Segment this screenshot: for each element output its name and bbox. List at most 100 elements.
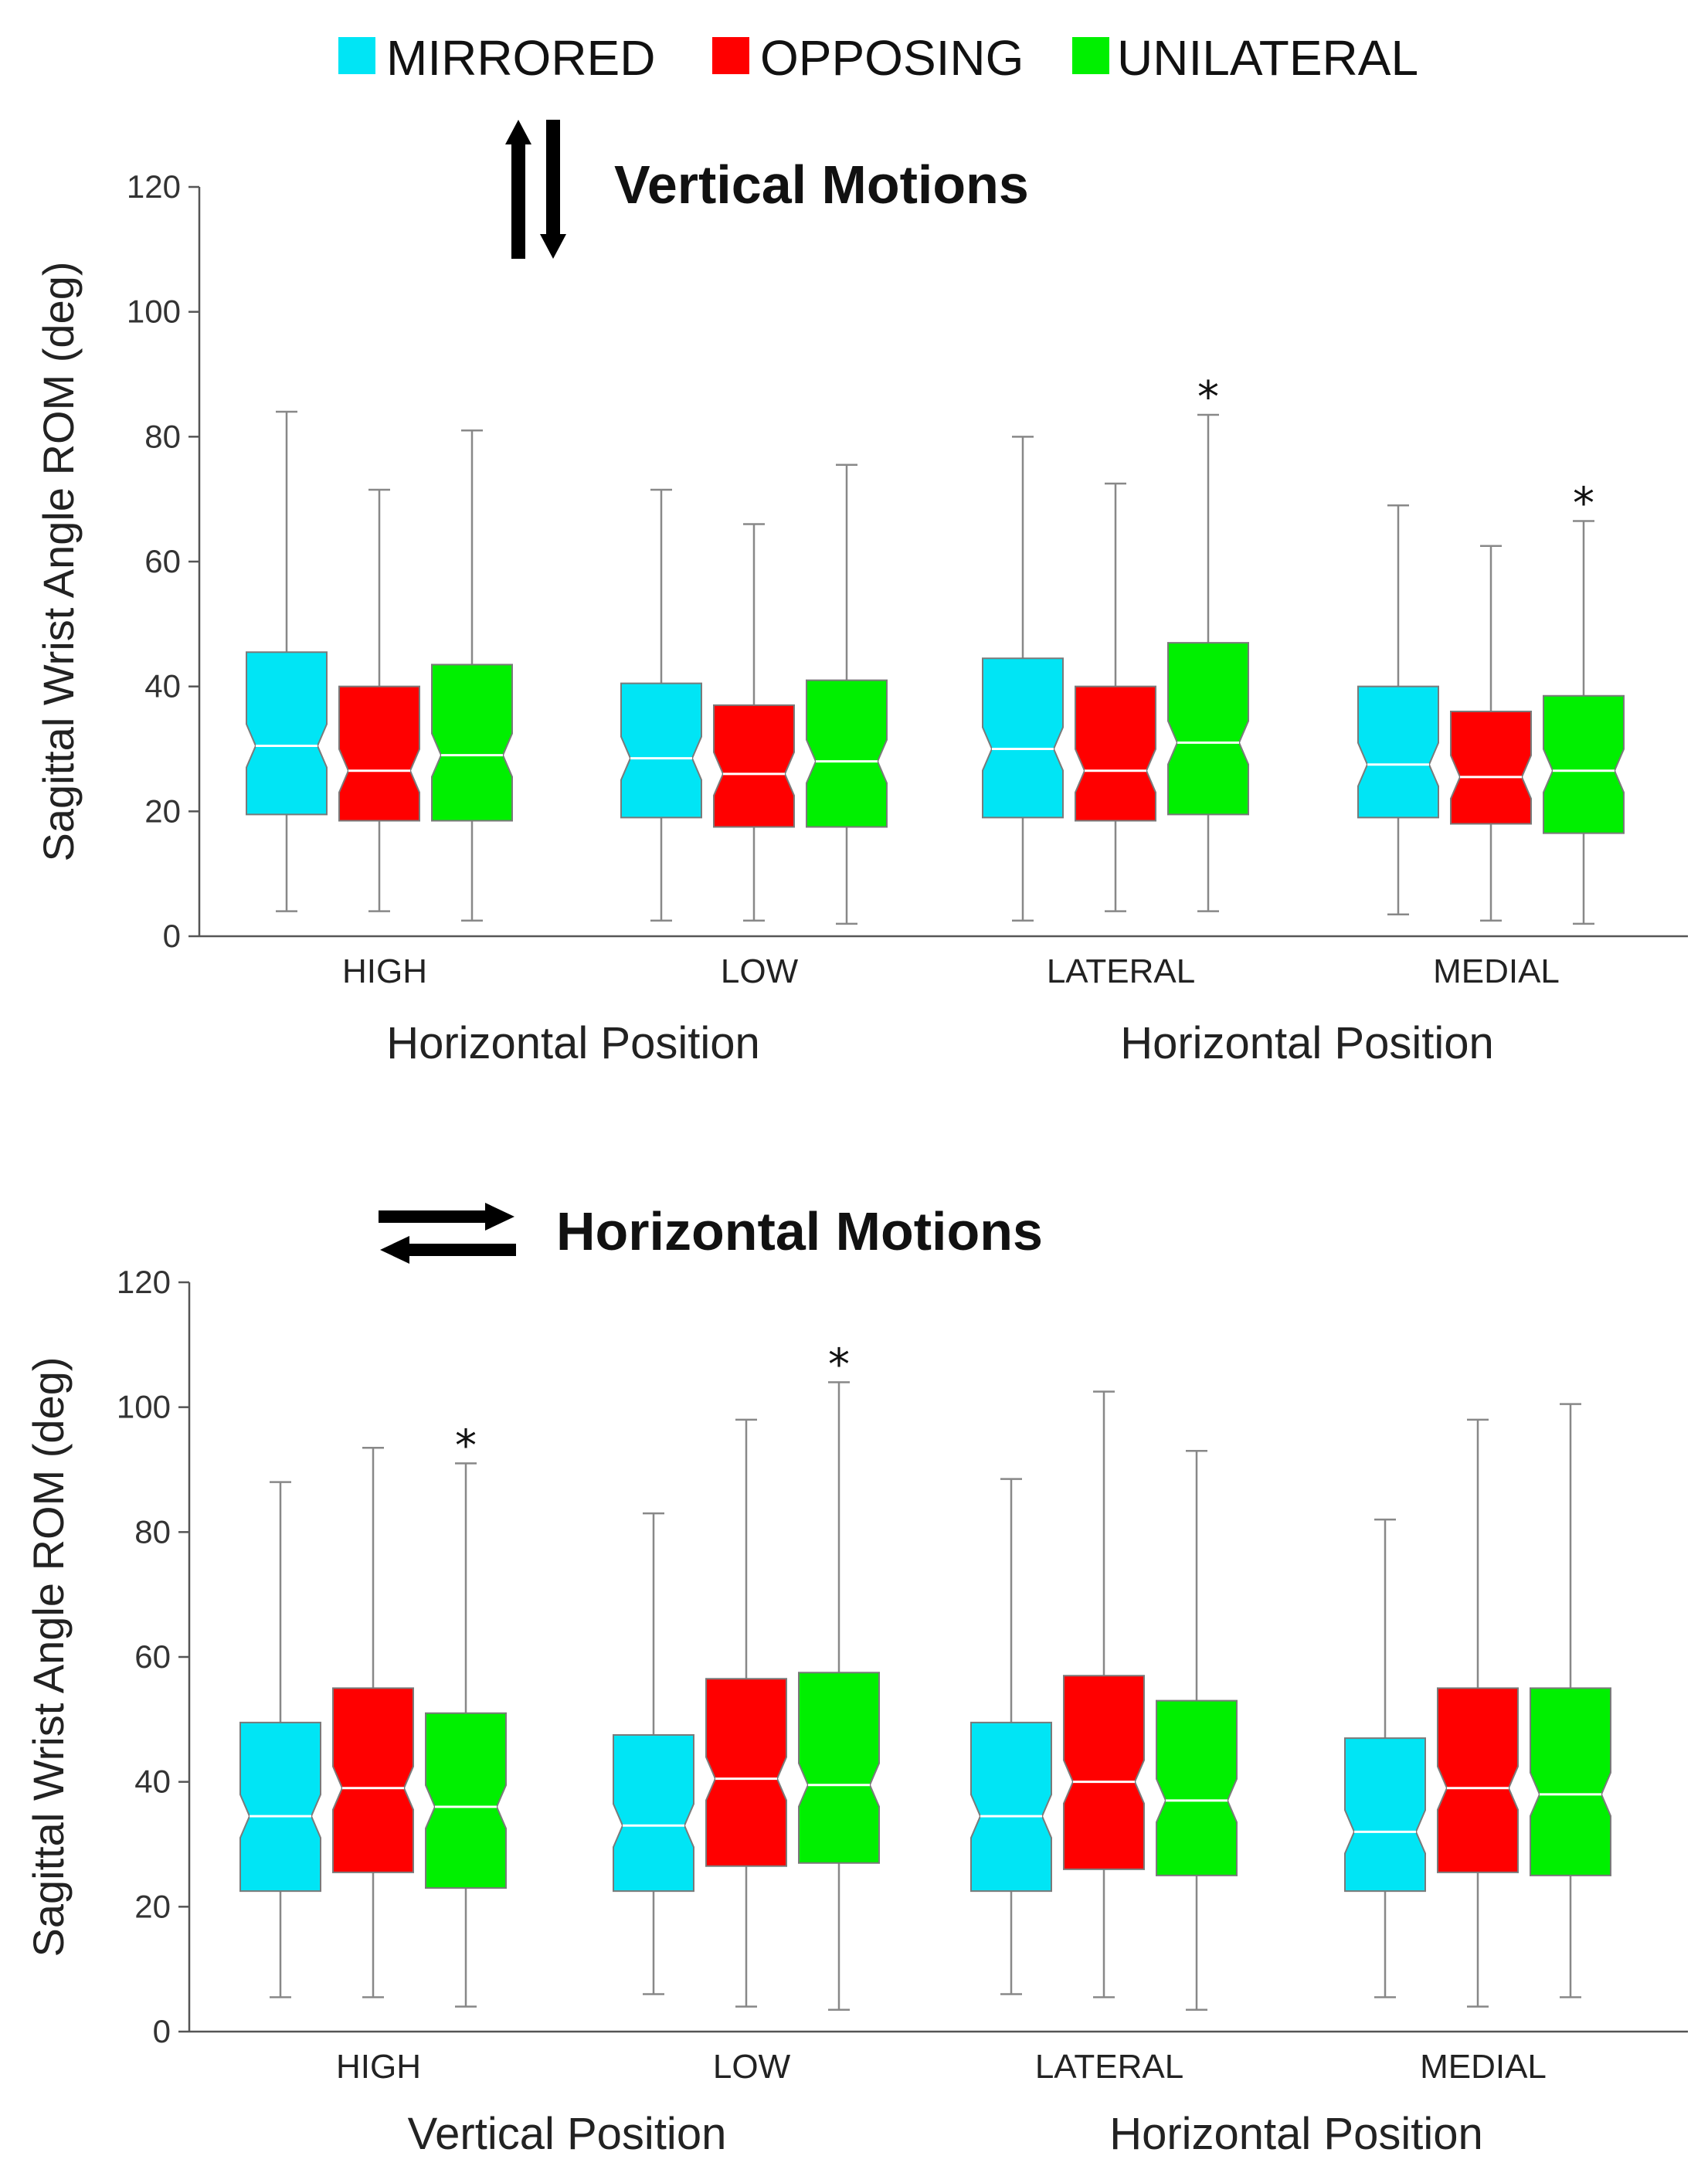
legend-label: OPPOSING [760,30,1024,86]
box-body[interactable] [1156,1699,1238,1876]
x-tick-label: HIGH [342,952,427,990]
y-tick-label: 60 [134,1638,171,1675]
box-high-unilateral [431,429,513,922]
arrow-up-shaft [511,143,525,259]
box-body[interactable] [425,1712,507,1889]
horizontal-arrows-icon [379,1203,516,1264]
y-tick-label: 20 [144,793,181,829]
box-body[interactable] [713,704,795,828]
y-tick-label: 80 [144,418,181,454]
x-tick-label: MEDIAL [1420,2048,1547,2086]
y-tick-label: 20 [134,1888,171,1924]
box-body[interactable] [1357,685,1439,819]
x-tick-label: LOW [713,2048,791,2086]
box-low-mirrored [620,488,702,922]
box-body[interactable] [1450,711,1532,825]
x-group-label: Horizontal Position [386,1018,760,1068]
box-high-unilateral [425,1462,507,2008]
y-axis: 0 20 40 60 80 100 120 [117,1264,191,2049]
arrow-left-head [380,1236,409,1264]
box-body[interactable] [239,1721,321,1893]
chart-title: Horizontal Motions [556,1201,1043,1261]
box-medial-mirrored [1357,504,1439,915]
arrow-left-shaft [408,1244,516,1256]
x-tick-label: LATERAL [1047,952,1195,990]
box-body[interactable] [1167,642,1249,816]
box-low-mirrored [613,1512,694,1995]
arrow-up-head [505,120,531,144]
box-high-mirrored [246,410,328,912]
box-body[interactable] [431,664,513,822]
y-tick-label: 0 [153,2013,171,2049]
box-body[interactable] [798,1672,880,1864]
box-medial-unilateral [1543,520,1625,925]
legend-swatch [712,37,749,74]
box-lateral-opposing [1063,1390,1145,1998]
box-body[interactable] [1530,1687,1611,1876]
box-body[interactable] [613,1734,694,1893]
box-body[interactable] [338,685,420,822]
chart-panel-1: Vertical Motions 0 20 40 60 80 100 120 Sagittal … [34,120,1688,1068]
arrow-down-shaft [546,120,560,236]
x-group-label: Horizontal Position [1109,2109,1483,2159]
box-high-opposing [332,1446,414,1998]
box-body[interactable] [1344,1737,1426,1893]
arrow-down-head [540,234,566,259]
box-body[interactable] [705,1678,787,1867]
legend-swatch [338,37,375,74]
legend-item-mirrored[interactable]: MIRRORED [338,30,655,86]
box-low-unilateral [798,1381,880,2011]
box-lateral-mirrored [970,1478,1052,1995]
box-high-mirrored [239,1481,321,1998]
y-tick-label: 80 [134,1513,171,1550]
box-low-unilateral [806,463,888,925]
y-axis: 0 20 40 60 80 100 120 [127,168,201,954]
y-tick-label: 120 [127,168,181,205]
significance-marker: * [1197,372,1219,423]
box-body[interactable] [806,679,888,828]
x-group-label: Horizontal Position [1120,1018,1494,1068]
box-body[interactable] [970,1721,1052,1893]
arrow-right-head [485,1203,514,1231]
y-tick-label: 60 [144,543,181,579]
box-medial-mirrored [1344,1518,1426,1998]
x-tick-label: LATERAL [1035,2048,1183,2086]
legend: MIRRORED OPPOSING UNILATERAL [338,30,1418,86]
y-tick-label: 0 [163,918,181,954]
y-tick-label: 100 [117,1389,171,1425]
box-low-opposing [713,523,795,922]
y-tick-label: 100 [127,294,181,330]
box-body[interactable] [332,1687,414,1873]
y-tick-label: 120 [117,1264,171,1300]
box-body[interactable] [620,682,702,819]
box-lateral-unilateral [1167,413,1249,912]
x-group-label: Vertical Position [408,2109,727,2159]
y-axis-label: Sagittal Wrist Angle ROM (deg) [24,1356,73,1957]
box-lateral-opposing [1075,482,1156,912]
significance-marker: * [1573,478,1594,528]
legend-label: UNILATERAL [1117,30,1418,86]
box-medial-unilateral [1530,1403,1611,1998]
box-lateral-unilateral [1156,1450,1238,2011]
vertical-arrows-icon [505,120,566,259]
box-lateral-mirrored [982,436,1064,922]
box-body[interactable] [1063,1675,1145,1870]
box-body[interactable] [246,651,328,816]
chart-title: Vertical Motions [614,154,1029,215]
arrow-right-shaft [379,1210,487,1223]
box-medial-opposing [1437,1418,1519,2008]
x-tick-label: HIGH [336,2048,421,2086]
significance-marker: * [455,1421,477,1471]
chart-panel-2: Horizontal Motions 0 20 40 60 80 100 120 Sagitta… [24,1201,1688,2159]
box-body[interactable] [982,657,1064,819]
box-medial-opposing [1450,545,1532,922]
legend-item-opposing[interactable]: OPPOSING [712,30,1024,86]
legend-item-unilateral[interactable]: UNILATERAL [1072,30,1418,86]
box-low-opposing [705,1418,787,2008]
box-body[interactable] [1437,1687,1519,1873]
box-body[interactable] [1543,694,1625,834]
significance-marker: * [828,1339,850,1390]
box-body[interactable] [1075,685,1156,822]
y-axis-label: Sagittal Wrist Angle ROM (deg) [34,261,83,861]
